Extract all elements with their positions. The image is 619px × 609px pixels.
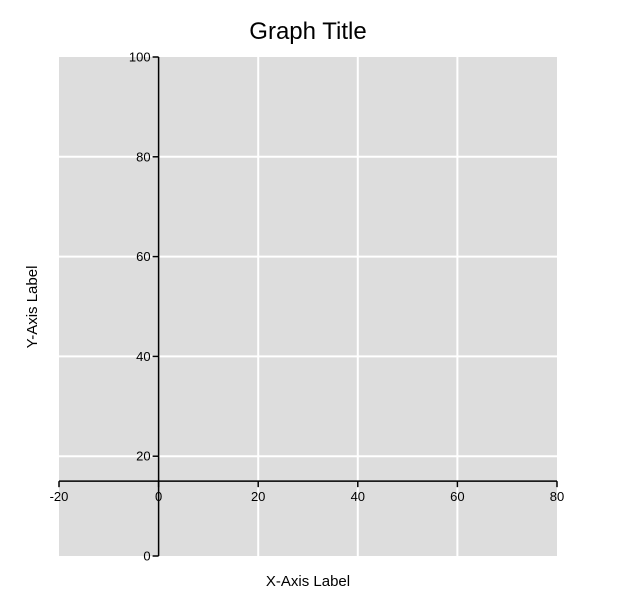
x-axis: -20020406080 — [50, 480, 564, 504]
plot-area — [59, 57, 557, 556]
x-axis-label: X-Axis Label — [266, 573, 350, 590]
grid-lines — [59, 57, 557, 556]
x-tick-label: -20 — [50, 489, 69, 504]
x-tick-label: 60 — [450, 489, 464, 504]
x-tick-label: 80 — [550, 489, 564, 504]
y-axis: 0 20 40 60 80 100 — [129, 50, 160, 564]
y-tick-label: 100 — [129, 50, 151, 65]
y-axis-label: Y-Axis Label — [24, 266, 41, 349]
y-tick-label: 40 — [136, 349, 150, 364]
x-tick-label: 40 — [351, 489, 365, 504]
x-tick-label: 20 — [251, 489, 265, 504]
y-tick-label: 0 — [143, 549, 150, 564]
y-tick-label: 80 — [136, 149, 150, 164]
y-tick-label: 60 — [136, 249, 150, 264]
chart-title: Graph Title — [249, 18, 366, 45]
y-tick-label: 20 — [136, 449, 150, 464]
